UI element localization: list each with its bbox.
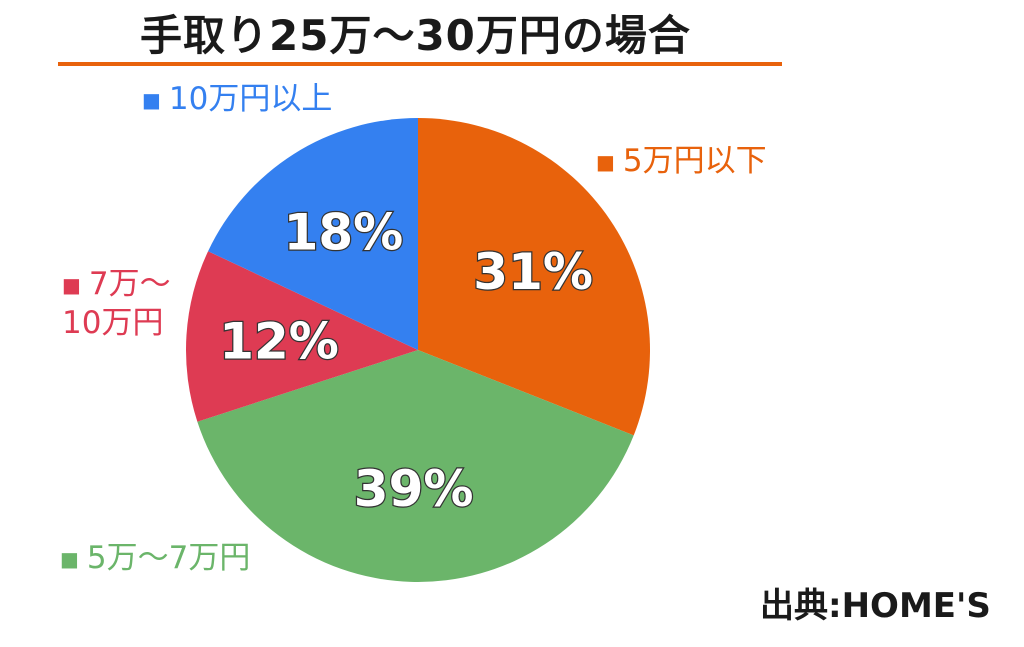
pie-data-label: 18% (284, 203, 404, 261)
pie-slice-over-10man (208, 118, 418, 350)
source-credit: 出典:HOME'S (760, 586, 991, 626)
pie-data-label: 31% (473, 243, 593, 301)
legend-square-icon: ■ (142, 88, 161, 112)
legend-square-icon: ■ (60, 547, 79, 571)
legend-item-5-7man: ■ 5万～7万円 (60, 539, 250, 578)
legend-label: 5万円以下 (622, 143, 767, 179)
pie-data-label: 39% (354, 460, 474, 518)
legend-square-icon: ■ (596, 150, 615, 174)
pie-data-label: 12% (219, 312, 339, 370)
legend-label: 10万円以上 (168, 81, 333, 117)
legend-label: 7万～10万円 (62, 266, 171, 341)
legend-item-7-10man: ■ 7万～10万円 (62, 265, 182, 343)
pie-slice-5-7man (197, 350, 634, 582)
chart-title: 手取り25万～30万円の場合 (140, 11, 691, 60)
legend-square-icon: ■ (62, 273, 81, 297)
legend-item-under-5man: ■ 5万円以下 (596, 142, 767, 181)
legend-label: 5万～7万円 (86, 540, 251, 576)
legend-item-over-10man: ■ 10万円以上 (142, 80, 332, 119)
title-underline (58, 62, 782, 66)
pie-slice-under-5man (418, 118, 650, 436)
pie-slice-7-10man (186, 251, 418, 422)
